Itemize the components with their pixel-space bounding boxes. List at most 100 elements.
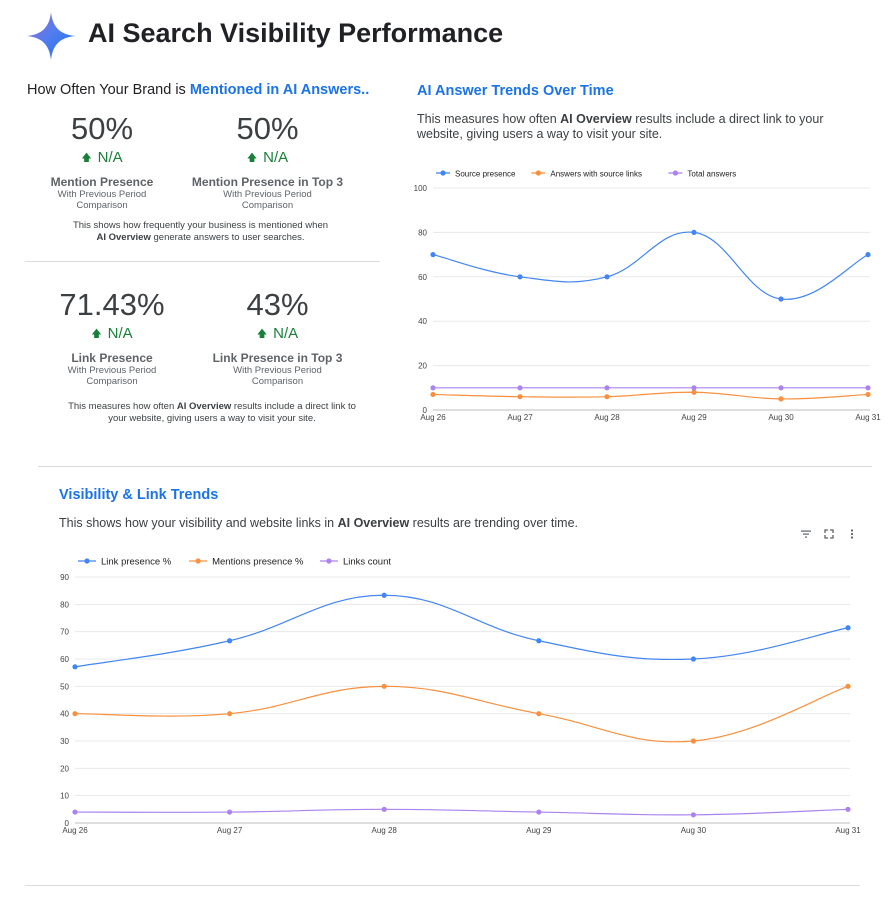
link-presence-card: 71.43% 🡅 N/A Link Presence With Previous … [37,288,187,388]
brand-heading-prefix: How Often Your Brand is [27,82,186,98]
mention-top3-value: 50% [236,111,299,146]
data-point[interactable] [227,638,233,644]
link-presence-change: 🡅 N/A [91,325,133,342]
data-point[interactable] [691,389,697,395]
y-tick-label: 20 [418,362,427,371]
mention-top3-card: 50% 🡅 N/A Mention Presence in Top 3 With … [185,111,350,212]
filter-icon[interactable] [800,528,812,540]
mention-presence-value: 50% [70,111,134,146]
data-point[interactable] [778,385,784,391]
y-tick-label: 100 [414,184,428,193]
data-point[interactable] [72,664,78,670]
legend-label: Link presence % [101,557,172,568]
sparkle-star-icon [27,12,75,60]
x-tick-label: Aug 26 [62,826,88,835]
data-point[interactable] [845,806,851,812]
data-point[interactable] [227,809,233,815]
series-line [74,808,849,816]
data-point[interactable] [430,385,436,391]
data-point[interactable] [536,809,542,815]
brand-heading-highlight: Mentioned in AI Answers.. [189,82,370,98]
arrow-up-icon: 🡅 [246,153,258,164]
arrow-up-icon: 🡅 [91,329,102,340]
series-line [74,685,849,743]
data-point[interactable] [517,385,523,391]
y-tick-label: 0 [65,819,70,828]
legend-item[interactable]: Link presence % [78,557,172,568]
more-vert-icon[interactable] [846,528,858,540]
data-point[interactable] [865,391,871,398]
fullscreen-icon[interactable] [823,528,835,540]
arrow-up-icon: 🡅 [81,153,92,164]
link-top3-change: 🡅 N/A [256,325,299,342]
legend-item[interactable]: Answers with source links [531,170,642,179]
x-tick-label: Aug 28 [594,413,620,422]
y-tick-label: 80 [418,228,427,237]
answer-trends-chart: 0 20 40 60 80 100 Aug 26 Aug 27 Aug 28 Aug 29 Aug … [414,170,882,423]
section-divider [25,261,380,262]
y-tick-label: 60 [418,273,427,282]
data-point[interactable] [604,394,610,400]
y-tick-label: 20 [60,764,69,773]
y-tick-label: 60 [60,655,69,664]
data-point[interactable] [72,809,78,815]
mention-top3-sub: With Previous Period Comparison [223,189,312,211]
data-point[interactable] [691,229,697,235]
legend-item[interactable]: Links count [319,557,391,568]
data-point[interactable] [690,656,697,662]
data-point[interactable] [430,252,436,258]
mention-note: This shows how frequently your business … [72,220,329,243]
data-point[interactable] [536,638,542,644]
page-title: AI Search Visibility Performance [88,18,504,48]
data-point[interactable] [536,711,542,717]
x-tick-label: Aug 28 [372,826,398,835]
mention-top3-label: Mention Presence in Top 3 [191,175,344,189]
legend-label: Answers with source links [550,170,642,179]
data-point[interactable] [72,711,78,717]
data-point[interactable] [381,592,387,598]
legend-item[interactable]: Total answers [668,170,736,179]
data-point[interactable] [865,385,871,391]
data-point[interactable] [865,252,871,258]
x-tick-label: Aug 31 [835,826,861,835]
series-line [432,231,869,300]
data-point[interactable] [778,396,784,402]
series-line [74,594,849,668]
legend-label: Source presence [455,170,516,179]
y-tick-label: 30 [60,737,69,746]
answer-trends-desc: This measures how often AI Overview resu… [417,112,824,141]
data-point[interactable] [604,274,610,280]
data-point[interactable] [690,738,697,744]
data-point[interactable] [430,391,436,398]
chart-toolbar [800,527,860,541]
y-tick-label: 80 [60,600,69,609]
data-point[interactable] [227,711,233,717]
link-presence-label: Link Presence [71,351,153,365]
data-point[interactable] [845,625,851,631]
data-point[interactable] [604,385,610,391]
x-tick-label: Aug 30 [681,826,707,835]
x-tick-label: Aug 26 [420,413,446,422]
x-tick-label: Aug 29 [526,826,552,835]
data-point[interactable] [845,683,851,689]
data-point[interactable] [381,683,387,689]
data-point[interactable] [778,296,784,302]
visibility-trends-desc: This shows how your visibility and websi… [59,516,579,530]
y-tick-label: 10 [60,792,69,801]
mention-presence-label: Mention Presence [50,175,154,189]
data-point[interactable] [691,385,697,391]
x-tick-label: Aug 27 [507,413,533,422]
y-tick-label: 0 [423,406,428,415]
link-top3-label: Link Presence in Top 3 [212,351,343,365]
section-divider [25,885,860,886]
legend-label: Mentions presence % [212,557,304,568]
data-point[interactable] [381,806,387,812]
legend-item[interactable]: Source presence [436,170,516,179]
data-point[interactable] [517,394,523,400]
data-point[interactable] [690,812,697,818]
legend-item[interactable]: Mentions presence % [189,557,304,568]
y-tick-label: 40 [418,317,427,326]
arrow-up-icon: 🡅 [256,329,268,340]
link-top3-sub: With Previous Period Comparison [233,365,322,387]
data-point[interactable] [517,274,523,280]
